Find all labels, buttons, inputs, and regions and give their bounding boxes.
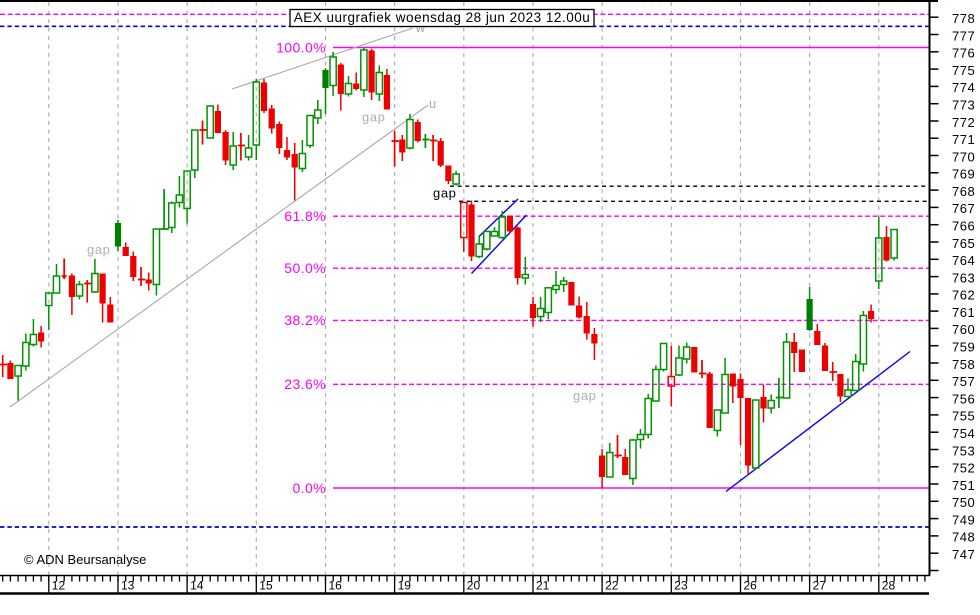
svg-text:766: 766 — [952, 219, 975, 234]
svg-text:759: 759 — [952, 340, 975, 355]
svg-text:gap: gap — [573, 388, 597, 403]
svg-text:761: 761 — [952, 305, 975, 320]
svg-text:763: 763 — [952, 270, 975, 285]
svg-text:22: 22 — [605, 579, 619, 593]
svg-text:758: 758 — [952, 357, 975, 372]
svg-text:765: 765 — [952, 236, 975, 251]
svg-text:16: 16 — [329, 579, 343, 593]
svg-text:776: 776 — [952, 46, 975, 61]
svg-text:750: 750 — [952, 495, 975, 510]
svg-text:u: u — [429, 96, 436, 111]
svg-text:753: 753 — [952, 443, 975, 458]
svg-text:748: 748 — [952, 530, 975, 545]
svg-text:772: 772 — [952, 115, 975, 130]
svg-text:23.6%: 23.6% — [284, 376, 326, 392]
svg-text:19: 19 — [398, 579, 412, 593]
svg-text:756: 756 — [952, 391, 975, 406]
svg-text:778: 778 — [952, 11, 975, 26]
svg-text:774: 774 — [952, 80, 975, 95]
svg-text:754: 754 — [952, 426, 975, 441]
svg-text:15: 15 — [259, 579, 273, 593]
svg-text:764: 764 — [952, 253, 975, 268]
svg-text:26: 26 — [744, 579, 758, 593]
svg-text:28: 28 — [882, 579, 896, 593]
svg-text:gap: gap — [87, 242, 111, 257]
svg-text:751: 751 — [952, 478, 975, 493]
svg-text:762: 762 — [952, 288, 975, 303]
svg-text:747: 747 — [952, 547, 975, 562]
svg-text:AEX uurgrafiek woensdag 28 jun: AEX uurgrafiek woensdag 28 jun 2023 12.0… — [294, 10, 590, 25]
svg-text:768: 768 — [952, 184, 975, 199]
svg-text:38.2%: 38.2% — [284, 312, 326, 328]
svg-text:0.0%: 0.0% — [292, 480, 326, 496]
svg-text:23: 23 — [674, 579, 688, 593]
svg-text:770: 770 — [952, 149, 975, 164]
svg-text:20: 20 — [467, 579, 481, 593]
svg-text:27: 27 — [813, 579, 827, 593]
svg-text:61.8%: 61.8% — [284, 208, 326, 224]
svg-text:752: 752 — [952, 461, 975, 476]
svg-text:w: w — [415, 20, 426, 35]
svg-text:gap: gap — [433, 186, 457, 201]
svg-text:757: 757 — [952, 374, 975, 389]
svg-text:769: 769 — [952, 167, 975, 182]
svg-text:760: 760 — [952, 322, 975, 337]
svg-text:771: 771 — [952, 132, 975, 147]
svg-text:21: 21 — [536, 579, 550, 593]
svg-text:14: 14 — [190, 579, 204, 593]
svg-text:755: 755 — [952, 409, 975, 424]
svg-text:gap: gap — [362, 110, 386, 125]
svg-text:777: 777 — [952, 28, 975, 43]
svg-text:767: 767 — [952, 201, 975, 216]
svg-text:773: 773 — [952, 98, 975, 113]
svg-text:749: 749 — [952, 512, 975, 527]
svg-text:50.0%: 50.0% — [284, 260, 326, 276]
svg-text:13: 13 — [121, 579, 135, 593]
svg-text:12: 12 — [52, 579, 66, 593]
svg-text:100.0%: 100.0% — [276, 39, 326, 55]
svg-text:© ADN Beursanalyse: © ADN Beursanalyse — [24, 552, 146, 567]
svg-text:775: 775 — [952, 63, 975, 78]
